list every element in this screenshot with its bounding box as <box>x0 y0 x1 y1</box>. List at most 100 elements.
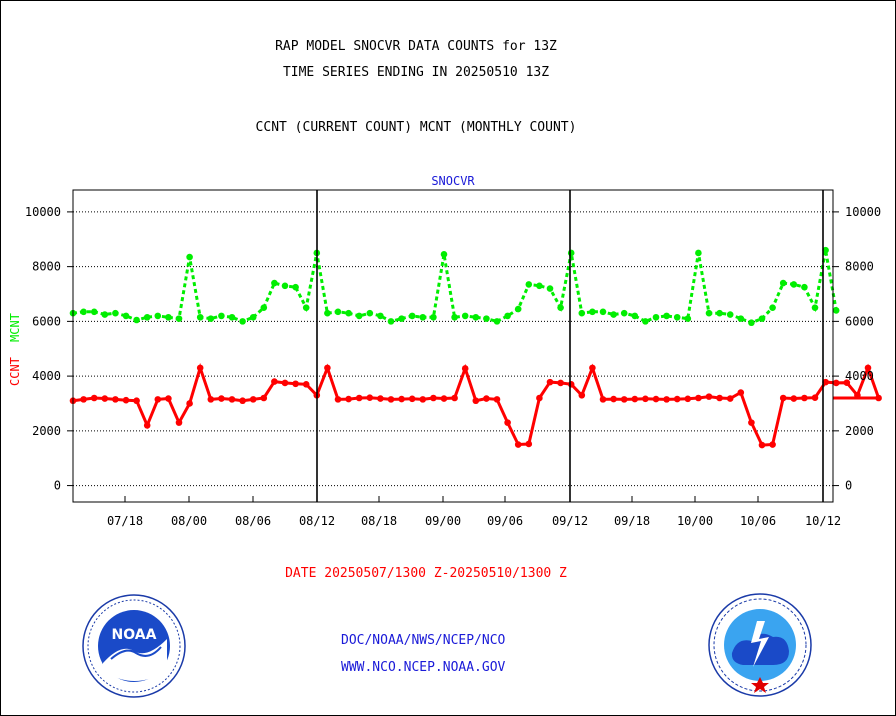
series-point-ccnt <box>377 395 384 402</box>
series-point-mcnt <box>599 308 607 316</box>
series-point-mcnt <box>620 309 628 317</box>
series-point-ccnt <box>726 395 734 402</box>
series-point-mcnt <box>355 312 363 320</box>
series-point-ccnt <box>705 393 713 400</box>
series-point-ccnt <box>493 396 501 403</box>
series-point-mcnt <box>673 313 681 321</box>
series-point-ccnt <box>80 396 87 403</box>
series-point-mcnt <box>832 307 840 314</box>
series-point-ccnt <box>165 395 172 402</box>
series-point-ccnt <box>557 379 564 387</box>
series-point-mcnt <box>90 308 98 316</box>
y-tick-label-left: 8000 <box>32 260 61 274</box>
series-point-ccnt <box>716 394 723 402</box>
series-point-ccnt <box>90 394 98 402</box>
series-point-mcnt <box>663 312 670 320</box>
panel-title: SNOCVR <box>431 174 475 188</box>
series-point-mcnt <box>705 309 713 317</box>
series-point-ccnt <box>218 395 225 402</box>
series-point-ccnt <box>546 378 554 386</box>
series-point-ccnt <box>387 396 395 403</box>
nws-logo <box>708 593 812 697</box>
series-point-mcnt <box>716 309 723 317</box>
series-point-mcnt <box>631 312 639 320</box>
series-point-ccnt <box>271 378 278 385</box>
series-point-ccnt <box>536 394 543 402</box>
x-tick-label: 09/12 <box>552 514 588 528</box>
axis-layer: SNOCVR 0 0 2000 2000 4000 4000 6000 6000 8000 8000… <box>8 174 881 528</box>
series-point-mcnt <box>514 305 522 313</box>
series-point-mcnt <box>302 304 310 311</box>
series-point-ccnt <box>292 380 299 388</box>
series-point-mcnt <box>207 315 215 322</box>
series-point-mcnt <box>440 251 448 258</box>
series-point-ccnt <box>324 364 331 372</box>
series-point-ccnt <box>769 441 776 448</box>
series-point-ccnt <box>631 395 639 403</box>
x-tick-label: 10/12 <box>805 514 841 528</box>
series-point-ccnt <box>345 395 352 403</box>
series-point-ccnt <box>642 395 649 403</box>
series-point-ccnt <box>801 394 808 402</box>
series-point-mcnt <box>377 312 384 320</box>
series-point-mcnt <box>165 313 172 321</box>
series-point-ccnt <box>228 396 236 403</box>
chart-title-line2: TIME SERIES ENDING IN 20250510 13Z <box>282 65 550 80</box>
series-point-ccnt <box>684 395 692 403</box>
noaa-logo-text: NOAA <box>112 627 157 643</box>
series-point-mcnt <box>239 318 246 325</box>
y-axis-label-ccnt: CCNT <box>8 357 22 386</box>
y-tick-label-right: 10000 <box>845 205 881 219</box>
series-point-ccnt <box>504 419 511 426</box>
series-point-mcnt <box>154 312 162 320</box>
x-tick-label: 10/06 <box>740 514 776 528</box>
y-tick-label-right: 4000 <box>845 369 874 383</box>
x-tick-label: 08/00 <box>171 514 207 528</box>
series-point-ccnt <box>239 397 246 405</box>
series-point-ccnt <box>790 395 798 402</box>
website-link[interactable]: WWW.NCO.NCEP.NOAA.GOV <box>341 660 506 675</box>
x-tick-label: 09/06 <box>487 514 523 528</box>
series-point-mcnt <box>196 313 204 321</box>
series-point-ccnt <box>578 391 586 399</box>
y-tick-label-left: 4000 <box>32 369 61 383</box>
date-range-label: DATE 20250507/1300 Z-20250510/1300 Z <box>285 566 567 581</box>
series-point-mcnt <box>504 312 511 320</box>
y-tick-label-right: 8000 <box>845 260 874 274</box>
series-point-mcnt <box>430 313 437 321</box>
series-point-mcnt <box>726 311 734 318</box>
series-point-ccnt <box>652 395 660 403</box>
series-point-ccnt <box>207 396 215 403</box>
y-axis-label-mcnt: MCNT <box>8 313 22 342</box>
series-point-mcnt <box>811 304 819 311</box>
y-tick-label-left: 2000 <box>32 424 61 438</box>
x-tick-label: 09/18 <box>614 514 650 528</box>
chart-title-line1: RAP MODEL SNOCVR DATA COUNTS for 13Z <box>275 39 557 54</box>
series-line-ccnt <box>72 362 881 447</box>
series-point-mcnt <box>546 285 554 292</box>
series-point-ccnt <box>302 381 310 388</box>
series-point-mcnt <box>642 318 649 325</box>
series-point-mcnt <box>567 249 575 257</box>
series-point-ccnt <box>260 394 268 402</box>
series-point-ccnt <box>154 396 162 403</box>
series-point-mcnt <box>260 304 268 311</box>
series-point-ccnt <box>822 378 829 386</box>
series-point-mcnt <box>822 246 829 254</box>
series-point-mcnt <box>493 318 501 325</box>
series-point-ccnt <box>281 379 289 387</box>
x-tick-label: 08/12 <box>299 514 335 528</box>
series-point-ccnt <box>599 396 607 403</box>
series-point-ccnt <box>249 396 257 403</box>
series-point-ccnt <box>779 394 787 402</box>
series-point-mcnt <box>536 282 543 290</box>
series-point-mcnt <box>748 319 755 327</box>
series-point-mcnt <box>186 253 193 261</box>
x-tick-label: 08/18 <box>361 514 397 528</box>
noaa-logo: NOAA <box>82 594 186 698</box>
series-point-mcnt <box>461 312 469 320</box>
org-path-link[interactable]: DOC/NOAA/NWS/NCEP/NCO <box>341 633 506 648</box>
x-tick-label: 09/00 <box>425 514 461 528</box>
series-point-ccnt <box>695 394 702 402</box>
